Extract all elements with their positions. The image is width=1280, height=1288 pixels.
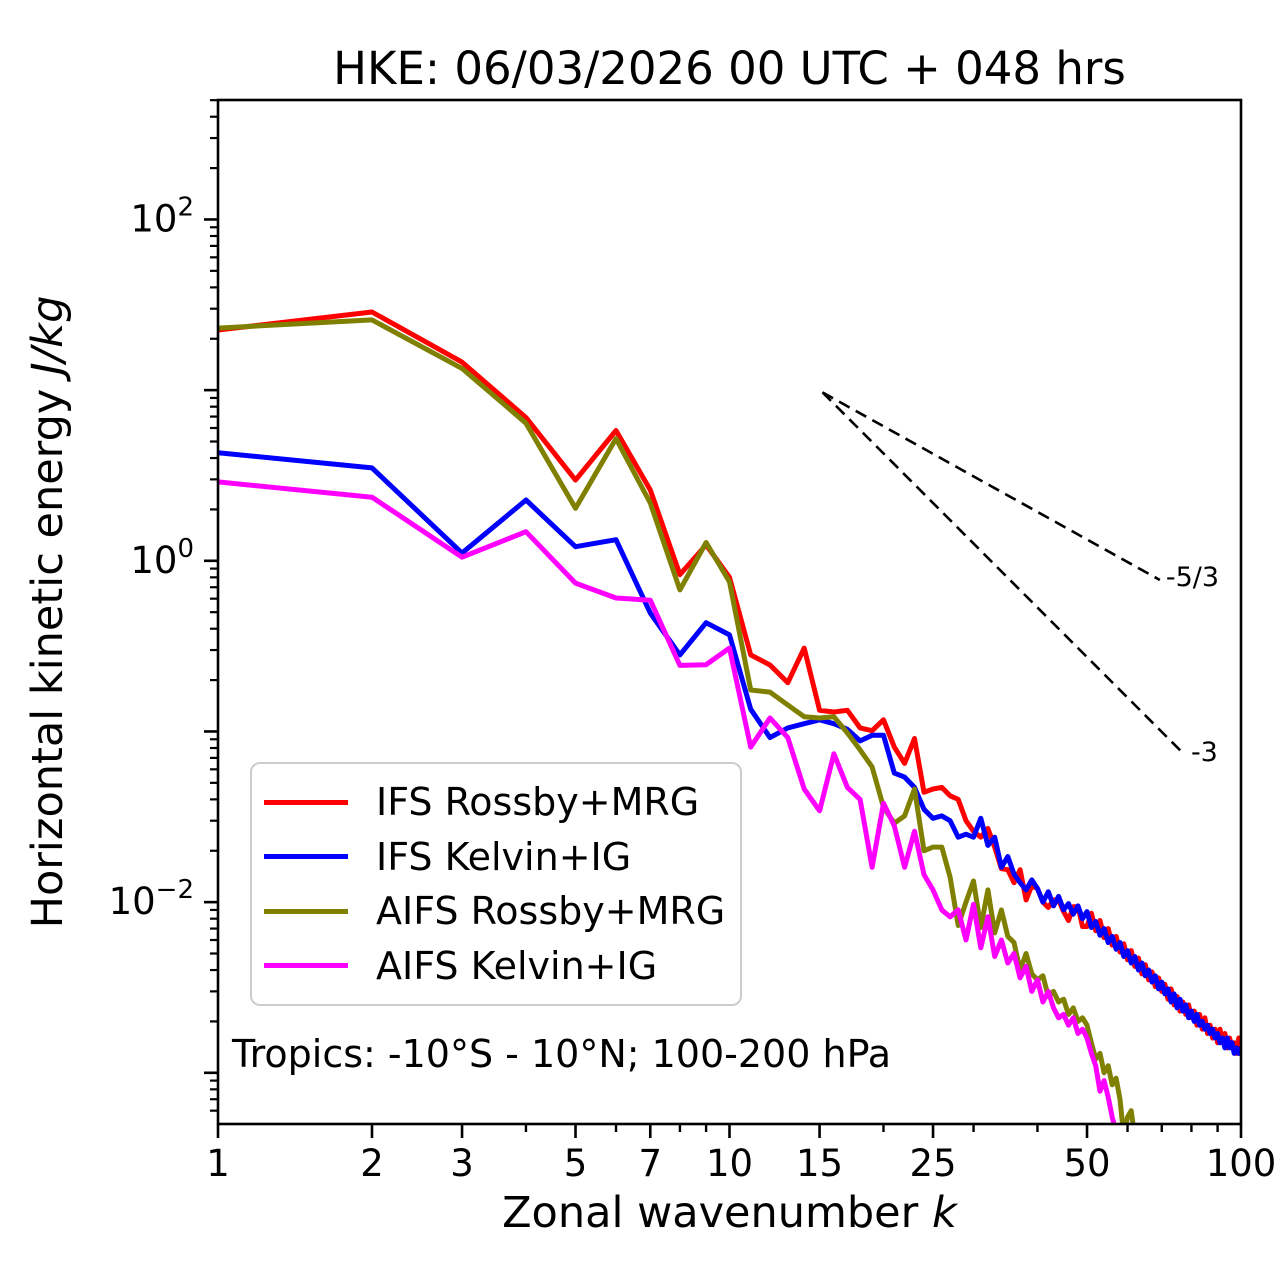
x-tick-label: 3 bbox=[450, 1142, 474, 1185]
legend-item-label: AIFS Kelvin+IG bbox=[376, 943, 658, 988]
legend-item-label: IFS Rossby+MRG bbox=[376, 780, 700, 825]
region-annotation: Tropics: -10°S - 10°N; 100-200 hPa bbox=[232, 1032, 892, 1076]
y-axis-label-units: J/kg bbox=[23, 295, 73, 375]
x-tick-label: 50 bbox=[1063, 1142, 1110, 1185]
legend-item: AIFS Kelvin+IG bbox=[264, 944, 740, 988]
x-axis-label-var: k bbox=[932, 1188, 957, 1238]
legend-item: AIFS Rossby+MRG bbox=[264, 889, 740, 933]
y-tick-label: 102 bbox=[130, 192, 194, 240]
chart-title: HKE: 06/03/2026 00 UTC + 048 hrs bbox=[333, 42, 1126, 95]
series-line-aifs-rossby-mrg bbox=[218, 317, 1136, 1124]
x-tick-label: 5 bbox=[564, 1142, 588, 1185]
y-tick-label: 100 bbox=[130, 534, 194, 582]
x-axis-label: Zonal wavenumber k bbox=[218, 1188, 1241, 1238]
slope-label-five-thirds: -5/3 bbox=[1165, 561, 1220, 593]
legend: IFS Rossby+MRG IFS Kelvin+IG AIFS Rossby… bbox=[250, 762, 742, 1006]
y-tick-label: 10−2 bbox=[109, 875, 194, 923]
legend-item-label: AIFS Rossby+MRG bbox=[376, 889, 726, 934]
legend-item: IFS Rossby+MRG bbox=[264, 780, 740, 824]
legend-line-swatch bbox=[264, 908, 348, 914]
x-tick-label: 15 bbox=[796, 1142, 843, 1185]
reference-slope-line bbox=[821, 391, 1161, 582]
legend-line-swatch bbox=[264, 799, 348, 805]
slope-label-minus-three: -3 bbox=[1190, 737, 1218, 769]
x-tick-label: 1 bbox=[206, 1142, 230, 1185]
x-tick-label: 2 bbox=[360, 1142, 384, 1185]
series-line-ifs-kelvin-ig bbox=[218, 450, 1241, 1056]
y-axis-label-text: Horizontal kinetic energy bbox=[23, 388, 73, 929]
x-axis-label-text: Zonal wavenumber bbox=[502, 1188, 919, 1238]
plot-border bbox=[216, 98, 1243, 1126]
series-line-aifs-kelvin-ig bbox=[218, 479, 1117, 1124]
y-axis-label: Horizontal kinetic energy J/kg bbox=[23, 296, 73, 929]
x-tick-label: 7 bbox=[638, 1142, 662, 1185]
legend-line-swatch bbox=[264, 854, 348, 860]
x-tick-label: 100 bbox=[1206, 1142, 1277, 1185]
legend-line-swatch bbox=[264, 963, 348, 969]
series-group bbox=[218, 309, 1241, 1124]
legend-item-label: IFS Kelvin+IG bbox=[376, 834, 632, 879]
legend-item: IFS Kelvin+IG bbox=[264, 835, 740, 879]
x-tick-label: 25 bbox=[909, 1142, 956, 1185]
x-tick-label: 10 bbox=[706, 1142, 753, 1185]
reference-slope-line bbox=[821, 391, 1186, 757]
